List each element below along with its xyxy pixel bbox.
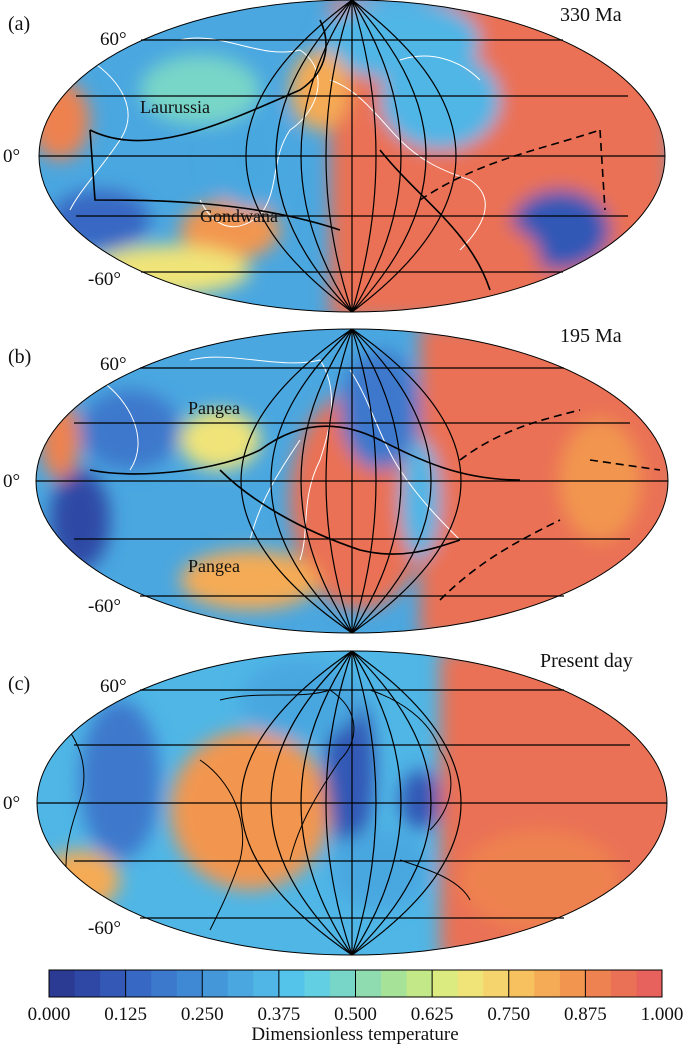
colorbar-swatch: [100, 970, 127, 997]
colorbar-tick-label: 0.000: [28, 1004, 71, 1025]
colorbar-swatch: [227, 970, 254, 997]
colorbar-swatch: [151, 970, 178, 997]
lat-label-0-c: 0°: [3, 793, 20, 814]
colorbar-ticks: 0.000 0.125 0.250 0.375 0.500 0.625 0.750 0.875…: [28, 970, 684, 1025]
map-panel-b: (b) 195 Ma 60° 0° -60° Pangea Pangea: [3, 325, 669, 634]
coastlines-c: [59, 689, 471, 931]
colorbar-swatch: [457, 970, 484, 997]
colorbar-swatch: [432, 970, 459, 997]
region-label-b1: Pangea: [188, 398, 240, 418]
colorbar-tick-label: 0.750: [487, 1004, 530, 1025]
colorbar-swatch: [278, 970, 305, 997]
coastlines-b: [99, 356, 461, 561]
colorbar-swatch: [125, 970, 152, 997]
colorbar-swatch: [610, 970, 637, 997]
colorbar-tick-label: 0.625: [411, 1004, 454, 1025]
map-outline-b: [35, 328, 669, 634]
lat-label-60-b: 60°: [100, 354, 127, 375]
colorbar-tick-label: 0.500: [334, 1004, 377, 1025]
colorbar-swatch: [202, 970, 229, 997]
colorbar-swatch: [534, 970, 561, 997]
colorbar-label: Dimensionless temperature: [251, 1024, 458, 1045]
lat-label-60-c: 60°: [100, 676, 127, 697]
temperature-field-b: [36, 329, 668, 633]
panel-age-b: 195 Ma: [560, 325, 622, 347]
panel-letter-c: (c): [8, 673, 30, 695]
lat-label-neg60-b: -60°: [88, 596, 121, 617]
colorbar-swatch: [304, 970, 331, 997]
graticule-b: [36, 328, 668, 634]
colorbar-swatches: [49, 970, 663, 997]
colorbar-tick-label: 1.000: [641, 1004, 684, 1025]
map-outline-a: [38, 0, 666, 313]
map-panel-a: (a) 330 Ma 60° 0° -60° Laurussia Gondwan…: [3, 0, 666, 313]
colorbar-swatch: [176, 970, 203, 997]
colorbar-swatch: [585, 970, 612, 997]
panel-age-c: Present day: [540, 650, 633, 672]
lat-label-0-a: 0°: [3, 146, 20, 167]
map-outline-c: [36, 650, 668, 956]
lat-label-neg60-a: -60°: [88, 269, 121, 290]
plate-boundaries-a: [89, 19, 606, 291]
region-label-a2: Gondwana: [200, 206, 278, 226]
colorbar-swatch: [74, 970, 101, 997]
colorbar-tick-label: 0.125: [104, 1004, 147, 1025]
colorbar-swatch: [483, 970, 510, 997]
colorbar-tick-label: 0.375: [258, 1004, 301, 1025]
colorbar-swatch: [355, 970, 382, 997]
colorbar-swatch: [381, 970, 408, 997]
map-panel-c: (c) Present day 60° 0° -60°: [3, 650, 668, 956]
colorbar-swatch: [329, 970, 356, 997]
panel-age-a: 330 Ma: [560, 4, 622, 26]
colorbar-swatch: [508, 970, 535, 997]
colorbar-swatch: [406, 970, 433, 997]
colorbar-swatch: [253, 970, 280, 997]
region-label-b2: Pangea: [188, 556, 240, 576]
graticule-a: [39, 0, 665, 313]
region-label-a1: Laurussia: [140, 97, 210, 117]
colorbar-swatch: [636, 970, 663, 997]
colorbar: 0.000 0.125 0.250 0.375 0.500 0.625 0.750 0.875…: [28, 969, 684, 1045]
lat-label-0-b: 0°: [3, 471, 20, 492]
colorbar-tick-label: 0.250: [181, 1004, 224, 1025]
panel-letter-b: (b): [8, 346, 31, 368]
panel-letter-a: (a): [8, 13, 30, 35]
lat-label-60-a: 60°: [100, 29, 127, 50]
graticule-c: [37, 650, 667, 956]
lat-label-neg60-c: -60°: [88, 918, 121, 939]
colorbar-tick-label: 0.875: [564, 1004, 607, 1025]
colorbar-swatch: [49, 970, 76, 997]
plate-boundaries-b: [89, 409, 661, 601]
colorbar-swatch: [559, 970, 586, 997]
